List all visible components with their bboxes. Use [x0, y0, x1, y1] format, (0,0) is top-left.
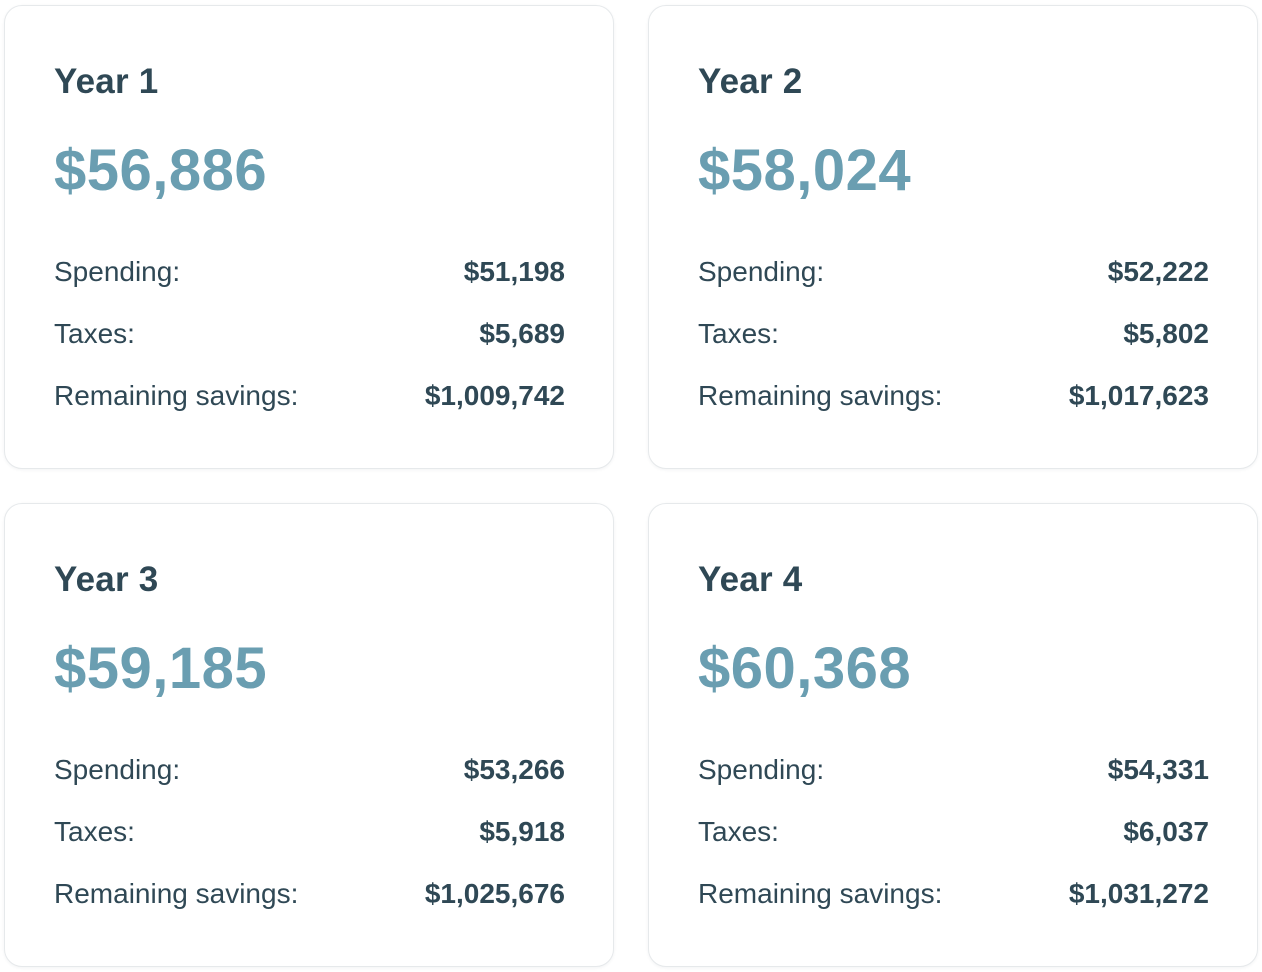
remaining-savings-label: Remaining savings: [698, 878, 943, 909]
card-year-title: Year 2 [698, 62, 803, 101]
spending-value: $54,331 [1107, 754, 1209, 785]
taxes-label: Taxes: [54, 318, 135, 349]
card-year-title: Year 3 [54, 560, 159, 599]
spending-value: $51,198 [463, 256, 565, 287]
remaining-savings-label: Remaining savings: [54, 878, 299, 909]
card-year-title: Year 1 [54, 62, 159, 101]
year-card: Year 1 $56,886 Spending: $51,198 Taxes: … [4, 5, 614, 469]
spending-label: Spending: [698, 256, 825, 287]
remaining-savings-row: Remaining savings: $1,017,623 [698, 380, 1209, 412]
remaining-savings-row: Remaining savings: $1,025,676 [54, 878, 565, 910]
year-card: Year 4 $60,368 Spending: $54,331 Taxes: … [648, 503, 1258, 967]
taxes-value: $5,689 [479, 318, 565, 349]
remaining-savings-label: Remaining savings: [54, 380, 299, 411]
taxes-value: $6,037 [1123, 816, 1209, 847]
card-total-amount: $60,368 [698, 636, 912, 701]
taxes-row: Taxes: $5,918 [54, 816, 565, 848]
taxes-label: Taxes: [698, 816, 779, 847]
card-total-amount: $56,886 [54, 138, 268, 203]
taxes-label: Taxes: [698, 318, 779, 349]
spending-value: $52,222 [1107, 256, 1209, 287]
spending-row: Spending: $54,331 [698, 754, 1209, 786]
remaining-savings-value: $1,009,742 [424, 380, 565, 411]
remaining-savings-value: $1,017,623 [1068, 380, 1209, 411]
remaining-savings-value: $1,031,272 [1068, 878, 1209, 909]
taxes-label: Taxes: [54, 816, 135, 847]
spending-value: $53,266 [463, 754, 565, 785]
year-card: Year 2 $58,024 Spending: $52,222 Taxes: … [648, 5, 1258, 469]
taxes-row: Taxes: $5,802 [698, 318, 1209, 350]
remaining-savings-value: $1,025,676 [424, 878, 565, 909]
remaining-savings-row: Remaining savings: $1,009,742 [54, 380, 565, 412]
spending-label: Spending: [698, 754, 825, 785]
taxes-row: Taxes: $5,689 [54, 318, 565, 350]
spending-row: Spending: $52,222 [698, 256, 1209, 288]
spending-label: Spending: [54, 754, 181, 785]
remaining-savings-label: Remaining savings: [698, 380, 943, 411]
spending-row: Spending: $53,266 [54, 754, 565, 786]
spending-label: Spending: [54, 256, 181, 287]
year-card: Year 3 $59,185 Spending: $53,266 Taxes: … [4, 503, 614, 967]
card-total-amount: $59,185 [54, 636, 268, 701]
spending-row: Spending: $51,198 [54, 256, 565, 288]
card-year-title: Year 4 [698, 560, 803, 599]
remaining-savings-row: Remaining savings: $1,031,272 [698, 878, 1209, 910]
taxes-value: $5,918 [479, 816, 565, 847]
card-total-amount: $58,024 [698, 138, 912, 203]
taxes-row: Taxes: $6,037 [698, 816, 1209, 848]
taxes-value: $5,802 [1123, 318, 1209, 349]
